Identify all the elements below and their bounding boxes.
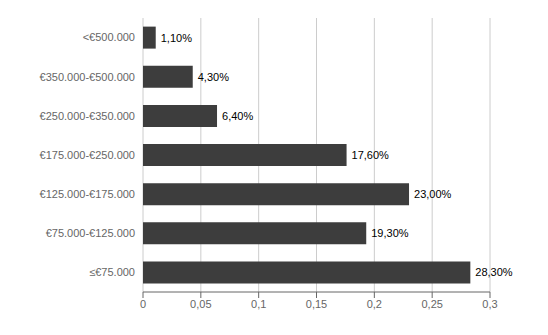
svg-text:6,40%: 6,40%	[222, 110, 253, 122]
svg-text:0,1: 0,1	[251, 298, 266, 310]
svg-text:€125.000-€175.000: €125.000-€175.000	[40, 188, 135, 200]
svg-text:€75.000-€125.000: €75.000-€125.000	[46, 227, 135, 239]
svg-text:≤€75.000: ≤€75.000	[89, 266, 135, 278]
svg-text:4,30%: 4,30%	[198, 71, 229, 83]
svg-text:€250.000-€350.000: €250.000-€350.000	[40, 110, 135, 122]
svg-text:23,00%: 23,00%	[414, 188, 452, 200]
svg-text:0,2: 0,2	[367, 298, 382, 310]
svg-text:1,10%: 1,10%	[161, 32, 192, 44]
svg-text:0,15: 0,15	[306, 298, 327, 310]
svg-text:28,30%: 28,30%	[475, 266, 513, 278]
svg-text:€175.000-€250.000: €175.000-€250.000	[40, 149, 135, 161]
svg-text:0,3: 0,3	[482, 298, 497, 310]
svg-text:0,05: 0,05	[190, 298, 211, 310]
svg-text:0: 0	[140, 298, 146, 310]
svg-text:€350.000-€500.000: €350.000-€500.000	[40, 71, 135, 83]
svg-text:0,25: 0,25	[421, 298, 442, 310]
svg-text:17,60%: 17,60%	[352, 149, 390, 161]
svg-text:19,30%: 19,30%	[371, 227, 409, 239]
svg-text:<€500.000: <€500.000	[83, 31, 135, 43]
